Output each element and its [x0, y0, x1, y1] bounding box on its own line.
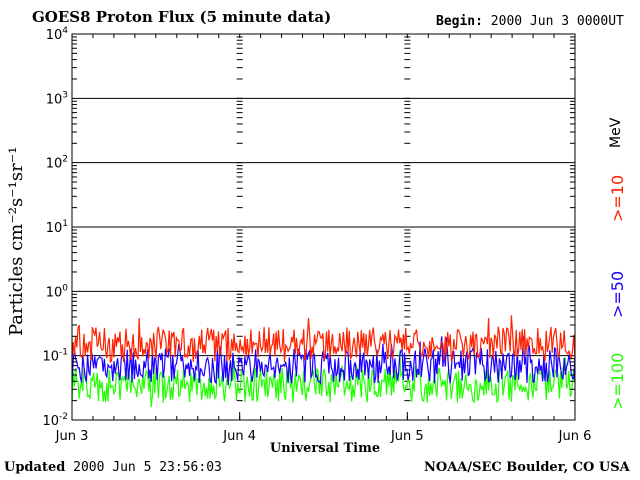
series-line-0	[71, 315, 576, 363]
updated-label: Updated	[4, 460, 66, 475]
begin-value: 2000 Jun 3 0000UT	[490, 14, 624, 29]
series-layer	[71, 315, 576, 408]
x-tick-label-1: Jun 4	[222, 429, 256, 444]
x-axis: Jun 3 Jun 4 Jun 5 Jun 6	[55, 34, 592, 444]
y-tick-label-1: 10-1	[42, 348, 68, 365]
y-tick-label-5: 103	[46, 90, 68, 107]
y-axis: 10-2 10-1 100 101 102 103 104	[42, 26, 575, 429]
x-tick-label-3: Jun 6	[558, 429, 592, 444]
credit: NOAA/SEC Boulder, CO USA	[424, 460, 630, 475]
y-tick-label-6: 104	[46, 26, 69, 43]
updated-time: Updated 2000 Jun 5 23:56:03	[4, 460, 222, 475]
legend-ge50: >=50	[608, 270, 627, 318]
y-tick-label-4: 102	[46, 155, 68, 172]
unit-label: MeV	[608, 117, 624, 148]
begin-time: Begin: 2000 Jun 3 0000UT	[436, 14, 624, 29]
legend-ge100: >=100	[608, 352, 627, 410]
updated-value: 2000 Jun 5 23:56:03	[73, 460, 222, 475]
y-tick-label-2: 100	[46, 283, 69, 300]
x-tick-label-0: Jun 3	[55, 429, 89, 444]
x-axis-label: Universal Time	[270, 441, 380, 456]
y-tick-label-0: 10-2	[42, 412, 68, 429]
y-axis-label: Particles cm⁻²s⁻¹sr⁻¹	[6, 146, 27, 336]
series-line-2	[71, 350, 576, 408]
x-tick-label-2: Jun 5	[390, 429, 424, 444]
begin-label: Begin:	[436, 14, 483, 29]
legend-ge10: >=10	[608, 174, 627, 222]
y-tick-label-3: 101	[46, 219, 68, 236]
chart-title: GOES8 Proton Flux (5 minute data)	[32, 8, 332, 26]
